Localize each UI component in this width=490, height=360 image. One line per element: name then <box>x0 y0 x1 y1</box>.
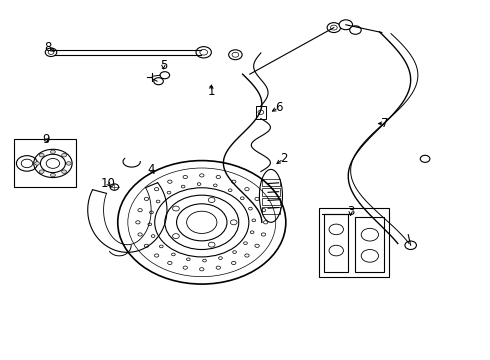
Circle shape <box>339 20 353 30</box>
Text: 8: 8 <box>45 41 52 54</box>
Circle shape <box>149 211 153 214</box>
Circle shape <box>420 155 430 162</box>
Circle shape <box>208 198 215 202</box>
Circle shape <box>229 50 242 60</box>
Circle shape <box>110 184 119 190</box>
Text: 2: 2 <box>280 152 287 165</box>
Circle shape <box>144 197 148 201</box>
Circle shape <box>232 261 236 265</box>
Circle shape <box>196 47 211 58</box>
Bar <box>355 217 384 272</box>
Text: 1: 1 <box>208 85 215 98</box>
Text: 4: 4 <box>147 163 155 176</box>
Circle shape <box>154 254 159 257</box>
Circle shape <box>168 261 172 265</box>
Circle shape <box>160 72 170 79</box>
Circle shape <box>151 235 155 237</box>
Circle shape <box>159 245 163 248</box>
Bar <box>262 207 280 214</box>
Circle shape <box>35 162 40 165</box>
Circle shape <box>39 153 44 157</box>
Circle shape <box>245 188 249 191</box>
Bar <box>262 189 280 195</box>
Circle shape <box>255 197 259 201</box>
Circle shape <box>245 254 249 257</box>
Circle shape <box>250 231 254 234</box>
Circle shape <box>138 233 142 236</box>
Circle shape <box>172 253 175 256</box>
Circle shape <box>216 266 220 269</box>
Circle shape <box>172 206 179 211</box>
Circle shape <box>183 175 188 179</box>
Circle shape <box>39 170 44 174</box>
Circle shape <box>219 257 222 260</box>
Circle shape <box>172 234 179 239</box>
Circle shape <box>66 162 71 165</box>
Circle shape <box>255 244 259 247</box>
Bar <box>262 179 280 186</box>
Bar <box>319 208 389 277</box>
Text: 6: 6 <box>275 101 282 114</box>
Circle shape <box>199 267 204 271</box>
Bar <box>262 198 280 205</box>
Circle shape <box>261 233 266 236</box>
Circle shape <box>167 191 171 194</box>
Circle shape <box>232 180 236 183</box>
Circle shape <box>144 244 148 247</box>
Circle shape <box>187 258 190 261</box>
Circle shape <box>241 197 244 199</box>
Circle shape <box>216 175 220 179</box>
Circle shape <box>203 259 206 262</box>
Circle shape <box>183 266 188 269</box>
Circle shape <box>208 242 215 247</box>
Bar <box>14 139 76 187</box>
Circle shape <box>62 170 67 174</box>
Circle shape <box>228 189 232 192</box>
Circle shape <box>214 184 217 187</box>
Text: 9: 9 <box>42 133 49 146</box>
Circle shape <box>252 219 256 222</box>
Text: 3: 3 <box>347 205 354 218</box>
Circle shape <box>199 174 204 177</box>
Circle shape <box>230 220 237 225</box>
Circle shape <box>45 48 57 57</box>
Circle shape <box>62 153 67 157</box>
Circle shape <box>168 180 172 183</box>
Circle shape <box>264 221 268 224</box>
Circle shape <box>136 221 140 224</box>
Text: 5: 5 <box>160 59 167 72</box>
Bar <box>324 213 348 272</box>
Bar <box>256 106 266 118</box>
Circle shape <box>156 200 160 203</box>
Text: 7: 7 <box>381 117 388 130</box>
Circle shape <box>50 150 55 153</box>
Circle shape <box>350 26 361 34</box>
Circle shape <box>138 208 142 212</box>
Circle shape <box>50 173 55 177</box>
Circle shape <box>261 208 266 212</box>
Circle shape <box>327 23 341 32</box>
Circle shape <box>154 188 159 191</box>
Circle shape <box>197 183 201 185</box>
Circle shape <box>154 78 163 85</box>
Circle shape <box>181 185 185 188</box>
Circle shape <box>148 223 151 226</box>
Circle shape <box>248 207 252 210</box>
Text: 10: 10 <box>101 177 116 190</box>
Circle shape <box>233 251 236 253</box>
Circle shape <box>405 241 416 249</box>
Circle shape <box>244 242 247 244</box>
